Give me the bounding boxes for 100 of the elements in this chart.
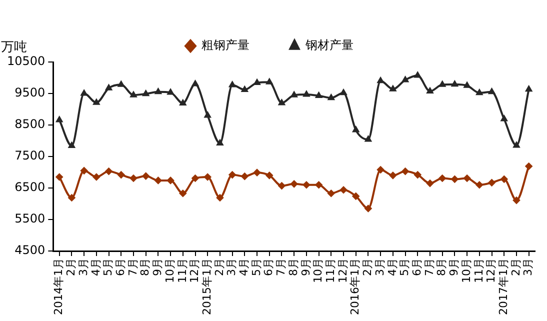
x-tick-label: 10月 [312, 258, 325, 284]
point [377, 77, 384, 84]
point [204, 112, 211, 118]
x-tick-label: 5月 [250, 258, 263, 276]
point [216, 140, 224, 146]
y-axis-title: 万吨 [1, 40, 27, 55]
x-tick-label: 8月 [435, 258, 448, 276]
legend-label: 粗钢产量 [202, 38, 250, 52]
point [451, 176, 458, 183]
point [130, 174, 137, 182]
x-tick-label: 11月 [176, 258, 189, 284]
x-tick-label: 2017年1月 [496, 258, 510, 316]
x-tick-label: 2016年1月 [348, 258, 362, 316]
point [167, 89, 174, 95]
point [439, 81, 446, 87]
point [512, 196, 520, 204]
point [315, 181, 322, 188]
point [179, 190, 186, 197]
x-tick-label: 7月 [126, 258, 140, 276]
x-tick-label: 8月 [138, 258, 152, 276]
point [328, 94, 334, 100]
x-tick-label: 3月 [76, 258, 90, 276]
point [216, 194, 224, 202]
point [180, 100, 186, 106]
y-tick-label: 4500 [14, 243, 46, 258]
x-tick-label: 2014年1月 [52, 258, 66, 316]
point [476, 89, 483, 96]
point [241, 172, 248, 180]
x-tick-label: 2月 [361, 258, 374, 276]
point [340, 89, 347, 96]
x-tick-label: 10月 [460, 258, 473, 284]
point [80, 167, 88, 174]
x-tick-label: 5月 [102, 258, 115, 276]
x-tick-label: 3月 [373, 258, 386, 276]
point [167, 176, 174, 184]
point [192, 174, 199, 182]
x-tick-label: 7月 [274, 258, 288, 276]
point [525, 162, 532, 170]
x-tick-label: 10月 [163, 258, 176, 284]
point [488, 179, 496, 186]
legend-label: 钢材产量 [304, 38, 354, 52]
point [500, 176, 508, 183]
point [390, 86, 396, 92]
point [464, 82, 470, 88]
point [105, 168, 112, 175]
point [414, 171, 422, 178]
x-tick-label: 12月 [336, 258, 350, 284]
point [142, 172, 150, 180]
point [154, 176, 162, 184]
y-tick-label: 6500 [14, 180, 46, 194]
point [80, 90, 88, 96]
x-tick-label: 2月 [64, 258, 78, 276]
x-tick-label: 6月 [410, 258, 424, 276]
point [414, 72, 421, 78]
x-tick-label: 4月 [89, 258, 102, 276]
x-tick-label: 12月 [188, 258, 202, 284]
point [68, 194, 76, 202]
x-tick-label: 6月 [262, 258, 276, 276]
x-tick-label: 12月 [484, 258, 498, 284]
point [290, 180, 298, 188]
x-tick-label: 3月 [225, 258, 238, 276]
point [426, 88, 434, 94]
point [204, 173, 212, 180]
point [476, 181, 483, 188]
point [56, 173, 63, 180]
point [500, 116, 508, 122]
x-tick-label: 7月 [422, 258, 436, 276]
x-tick-label: 4月 [238, 258, 251, 276]
x-tick-label: 11月 [324, 258, 338, 284]
x-tick-label: 2月 [212, 258, 226, 276]
x-tick-label: 3月 [522, 258, 535, 276]
point [328, 190, 335, 197]
x-tick-label: 9月 [299, 258, 312, 276]
point [56, 116, 63, 122]
point [340, 186, 348, 194]
point [266, 78, 273, 84]
point [290, 92, 298, 98]
point [464, 174, 471, 182]
y-tick-label: 8500 [14, 117, 46, 132]
point [438, 174, 446, 182]
point [278, 182, 286, 190]
point [426, 180, 434, 187]
point [130, 92, 137, 98]
point [254, 169, 261, 176]
point [513, 142, 520, 148]
y-tick-label: 9500 [14, 86, 46, 100]
x-tick-label: 6月 [114, 258, 127, 276]
point [389, 172, 396, 179]
x-tick-label: 8月 [286, 258, 300, 276]
point [302, 181, 310, 188]
x-tick-label: 9月 [151, 258, 164, 276]
x-tick-label: 5月 [398, 258, 412, 276]
point [352, 192, 360, 200]
point [303, 90, 310, 97]
point [402, 168, 409, 175]
x-tick-label: 11月 [472, 258, 486, 284]
point [118, 171, 125, 178]
point [364, 204, 372, 212]
x-tick-label: 9月 [448, 258, 461, 276]
point [352, 126, 360, 132]
